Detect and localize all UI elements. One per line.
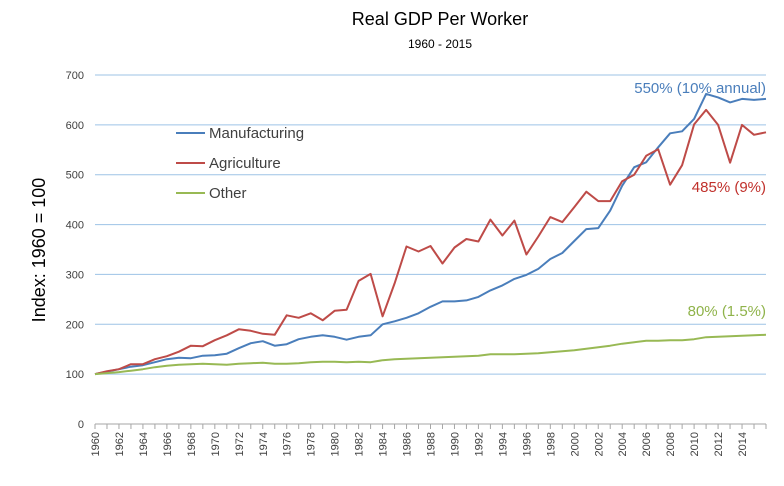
y-tick-label: 500 (66, 170, 84, 182)
y-axis-ticks: 0 100 200 300 400 500 600 700 (66, 70, 84, 431)
y-axis-label: Index: 1960 = 100 (29, 178, 49, 323)
y-tick-label: 300 (66, 269, 84, 281)
x-tick-label: 2004 (617, 432, 629, 456)
x-tick-label: 1984 (378, 432, 390, 456)
x-tick-label: 2002 (593, 432, 605, 456)
x-tick-label: 1996 (521, 432, 533, 456)
x-tick-label: 1982 (354, 432, 366, 456)
series-lines (94, 92, 767, 376)
annotation-manufacturing: 550% (10% annual) (634, 80, 766, 97)
series-line-other (94, 333, 767, 376)
x-tick-label: 1986 (402, 432, 414, 456)
legend-label-other: Other (209, 185, 247, 202)
y-tick-label: 700 (66, 70, 84, 82)
annotation-other: 80% (1.5%) (688, 303, 766, 320)
series-line-agriculture (94, 108, 767, 376)
x-tick-label: 1964 (138, 432, 150, 456)
x-tick-label: 2010 (689, 432, 701, 456)
x-tick-label: 2012 (713, 432, 725, 456)
x-tick-label: 1960 (90, 432, 102, 456)
x-tick-label: 1980 (330, 432, 342, 456)
y-tick-label: 400 (66, 220, 84, 232)
x-tick-label: 1972 (234, 432, 246, 456)
y-tick-label: 600 (66, 120, 84, 132)
x-tick-label: 1970 (210, 432, 222, 456)
annotation-agriculture: 485% (9%) (692, 179, 766, 196)
y-tick-label: 0 (78, 419, 84, 431)
legend-label-manufacturing: Manufacturing (209, 125, 304, 142)
chart-title: Real GDP Per Worker (352, 9, 528, 29)
x-tick-label: 1992 (473, 432, 485, 456)
x-tick-label: 1974 (258, 432, 270, 456)
x-tick-label: 1994 (497, 432, 509, 456)
x-tick-label: 2006 (641, 432, 653, 456)
series-line-manufacturing (94, 92, 767, 376)
x-axis-ticks: 1960 1962 1964 1966 1968 1970 1972 1974 1976 1978… (90, 423, 767, 456)
x-tick-label: 2014 (737, 432, 749, 456)
y-tick-label: 200 (66, 319, 84, 331)
legend: Manufacturing Agriculture Other (176, 125, 304, 202)
x-tick-label: 1968 (186, 432, 198, 456)
x-tick-label: 1966 (162, 432, 174, 456)
legend-label-agriculture: Agriculture (209, 155, 281, 172)
x-tick-label: 1978 (306, 432, 318, 456)
y-tick-label: 100 (66, 369, 84, 381)
x-tick-label: 1976 (282, 432, 294, 456)
x-tick-label: 2000 (569, 432, 581, 456)
x-tick-label: 2008 (665, 432, 677, 456)
x-tick-label: 1998 (545, 432, 557, 456)
x-tick-label: 1988 (426, 432, 438, 456)
x-tick-label: 1962 (114, 432, 126, 456)
x-tick-label: 1990 (449, 432, 461, 456)
chart-subtitle: 1960 - 2015 (408, 37, 472, 51)
gridlines (95, 74, 766, 375)
